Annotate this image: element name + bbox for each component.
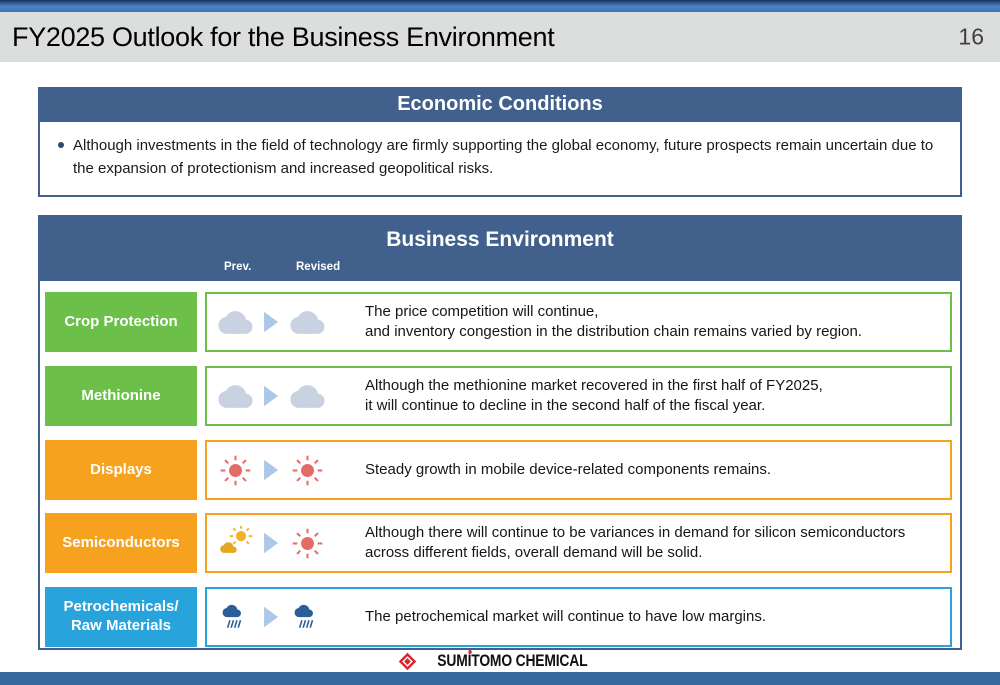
sun-icon [289,525,326,562]
weather-icon-group [207,599,349,636]
row-label-semiconductors: Semiconductors [45,513,197,573]
row-content-displays: Steady growth in mobile device-related c… [205,440,952,500]
title-bar: FY2025 Outlook for the Business Environm… [0,12,1000,62]
weather-icon-group [207,304,349,341]
business-environment-title: Business Environment [386,228,614,251]
cloud-icon [289,378,326,415]
bullet-icon [58,142,64,148]
row-label-methionine: Methionine [45,366,197,426]
economic-conditions-header: Economic Conditions [38,87,962,122]
business-row-displays: Displays Steady growth in mobile device-… [40,440,960,500]
row-content-semiconductors: Although there will continue to be varia… [205,513,952,573]
weather-icon-group [207,452,349,489]
economic-conditions-section: Economic Conditions Although investments… [38,87,962,197]
sun-icon [289,452,326,489]
row-content-petrochemicals: The petrochemical market will continue t… [205,587,952,647]
row-text: The petrochemical market will continue t… [365,607,767,625]
business-environment-header: Business Environment Prev. Revised [40,217,960,281]
economic-conditions-text: Although investments in the field of tec… [73,137,934,177]
row-content-methionine: Although the methionine market recovered… [205,366,952,426]
cloud-icon [289,304,326,341]
page-number: 16 [958,23,984,50]
business-row-petrochemicals: Petrochemicals/ Raw Materials The petroc… [40,587,960,647]
row-label-crop-protection: Crop Protection [45,292,197,352]
row-text: Steady growth in mobile device-related c… [365,460,772,478]
arrow-right-icon [262,604,281,630]
weather-icon-group [207,378,349,415]
rain-cloud-icon [289,599,326,636]
sun-icon [217,452,254,489]
weather-icon-group [207,525,349,562]
row-text: The price competition will continue, and… [365,302,862,340]
arrow-right-icon [262,309,281,335]
row-label-petrochemicals: Petrochemicals/ Raw Materials [45,587,197,647]
arrow-right-icon [262,383,281,409]
economic-conditions-body: Although investments in the field of tec… [38,122,962,197]
business-row-crop-protection: Crop Protection The price competition wi… [40,292,960,352]
page-title: FY2025 Outlook for the Business Environm… [12,21,555,52]
top-accent-bar [0,0,1000,12]
business-row-semiconductors: Semiconductors Although there will conti… [40,513,960,573]
sumitomo-igeta-logo-icon [398,652,417,671]
business-row-methionine: Methionine Although the methionine marke… [40,366,960,426]
arrow-right-icon [262,530,281,556]
column-label-revised: Revised [296,261,341,273]
footer: SUMITOMO CHEMICAL [0,650,1000,672]
arrow-right-icon [262,457,281,483]
row-text: Although the methionine market recovered… [365,376,823,414]
row-content-crop-protection: The price competition will continue, and… [205,292,952,352]
business-environment-section: Business Environment Prev. Revised Crop … [38,215,962,650]
row-label-displays: Displays [45,440,197,500]
row-text: Although there will continue to be varia… [365,523,906,561]
column-label-prev: Prev. [224,261,252,273]
cloud-icon [217,378,254,415]
logo-red-dot [468,650,472,654]
cloud-icon [217,304,254,341]
bottom-accent-bar [0,672,1000,685]
rain-cloud-icon [217,599,254,636]
footer-logo-text: SUMITOMO CHEMICAL [437,650,588,670]
sun-behind-cloud-icon [217,525,254,562]
